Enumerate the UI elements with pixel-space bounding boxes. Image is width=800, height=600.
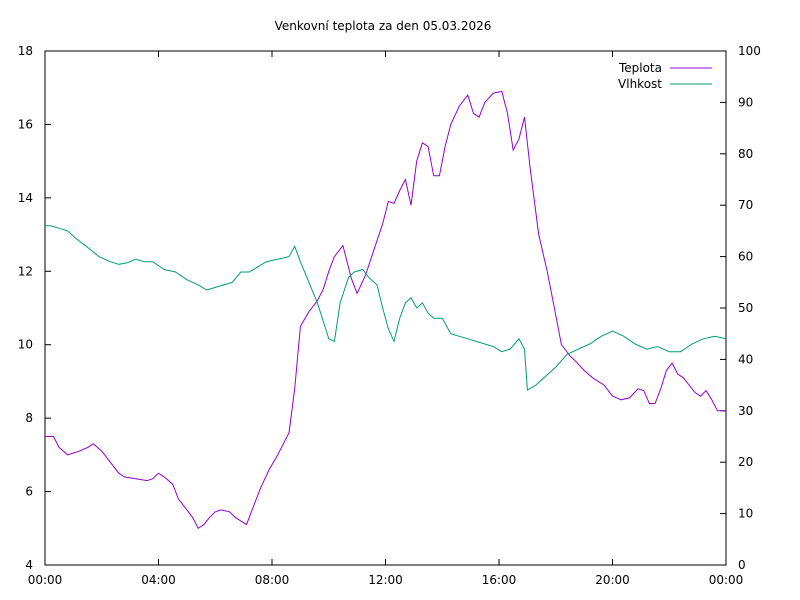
y-left-tick-label: 4: [25, 558, 33, 572]
y-left-tick-label: 12: [18, 264, 33, 278]
y-right-tick-label: 70: [738, 198, 753, 212]
y-right-tick-label: 60: [738, 250, 753, 264]
x-tick-label: 12:00: [368, 573, 403, 587]
y-left-tick-label: 10: [18, 338, 33, 352]
x-axis: 00:00 04:00 08:00 12:00 16:00 20:00 00:00: [28, 51, 744, 587]
x-tick-label: 00:00: [709, 573, 744, 587]
y-right-tick-label: 40: [738, 352, 753, 366]
chart-title: Venkovní teplota za den 05.03.2026: [275, 19, 492, 33]
x-tick-label: 04:00: [141, 573, 176, 587]
y-left-tick-label: 16: [18, 117, 33, 131]
x-tick-label: 20:00: [595, 573, 630, 587]
y-left-tick-label: 14: [18, 191, 33, 205]
plot-border: [44, 50, 727, 566]
y-right-tick-label: 90: [738, 95, 753, 109]
y-axis-right: 0 10 20 30 40 50 60 70 80 90 100: [720, 44, 761, 572]
x-tick-label: 08:00: [255, 573, 290, 587]
series-line-teplota: [45, 90, 726, 530]
y-right-tick-label: 30: [738, 404, 753, 418]
y-left-tick-label: 8: [25, 411, 33, 425]
plot-frame: [44, 50, 727, 566]
series-line-vlhkost: [45, 225, 727, 392]
y-right-tick-label: 20: [738, 455, 753, 469]
y-right-tick-label: 0: [738, 558, 746, 572]
y-right-tick-label: 80: [738, 147, 753, 161]
legend-label-teplota: Teplota: [618, 61, 662, 75]
y-right-tick-label: 100: [738, 44, 761, 58]
y-right-tick-label: 50: [738, 301, 753, 315]
series-layer: [45, 90, 727, 530]
legend: Teplota Vlhkost: [618, 61, 712, 91]
y-left-tick-label: 18: [18, 44, 33, 58]
y-right-tick-label: 10: [738, 507, 753, 521]
y-left-tick-label: 6: [25, 485, 33, 499]
x-tick-label: 00:00: [28, 573, 63, 587]
legend-label-vlhkost: Vlhkost: [618, 77, 662, 91]
x-tick-label: 16:00: [482, 573, 517, 587]
y-axis-left: 4 6 8 10 12 14 16 18: [18, 44, 51, 572]
